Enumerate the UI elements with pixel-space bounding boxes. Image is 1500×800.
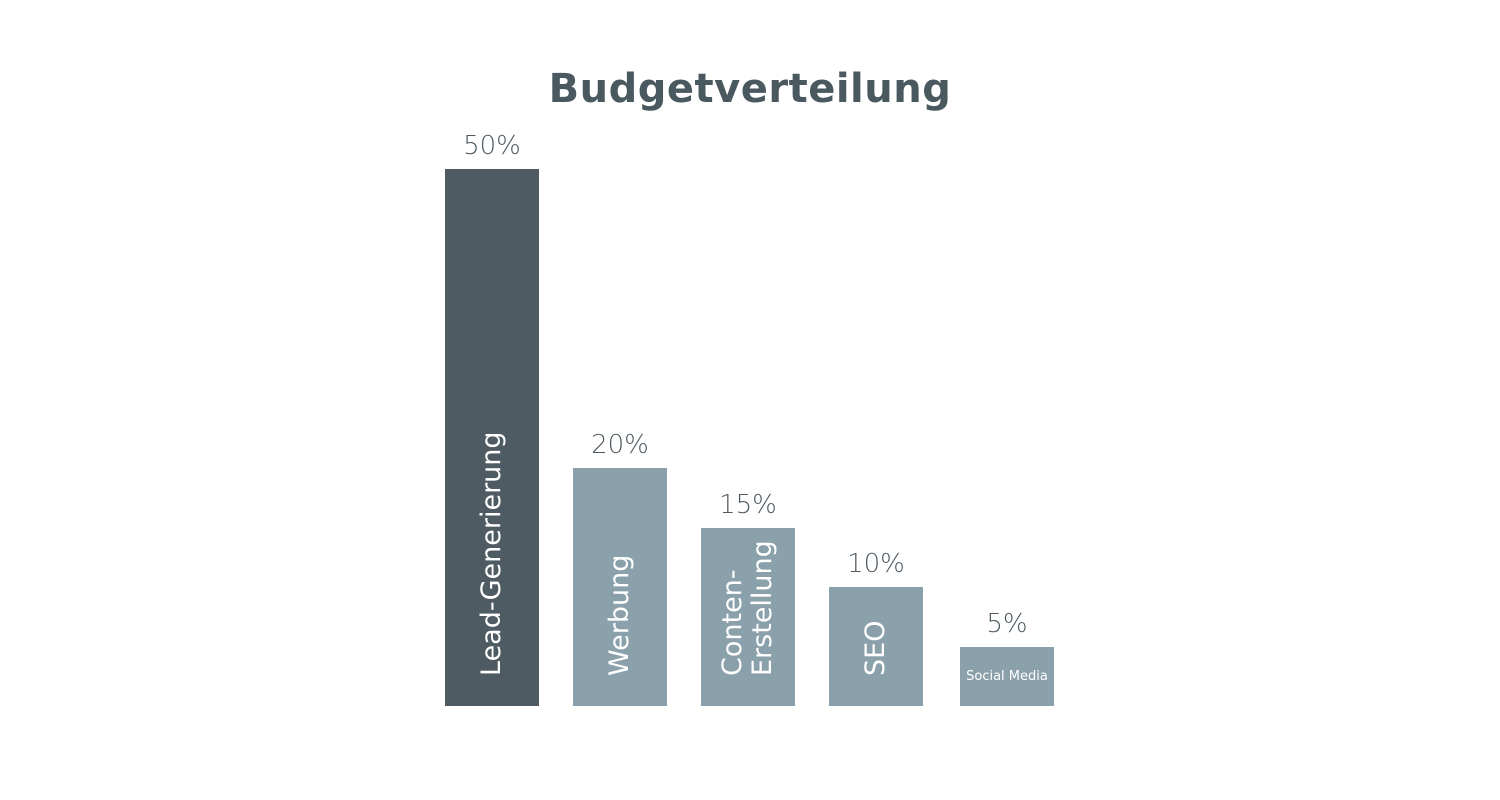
chart-title: Budgetverteilung bbox=[548, 66, 952, 112]
bar bbox=[960, 646, 1054, 706]
bar bbox=[445, 169, 539, 706]
data-label: 15% bbox=[719, 489, 777, 520]
bar bbox=[701, 527, 795, 706]
data-label: 20% bbox=[591, 430, 649, 460]
data-label: 50% bbox=[463, 131, 521, 161]
category-label: Lead-Generierung bbox=[476, 431, 507, 676]
category-label: SEO bbox=[860, 620, 891, 676]
category-label: Conten- Erstellung bbox=[717, 540, 778, 676]
bar bbox=[829, 587, 923, 706]
data-label: 5% bbox=[986, 608, 1028, 639]
category-label: Social Media bbox=[966, 669, 1048, 684]
bar bbox=[573, 468, 667, 706]
data-label: 10% bbox=[847, 549, 905, 579]
category-label: Werbung bbox=[604, 554, 635, 676]
